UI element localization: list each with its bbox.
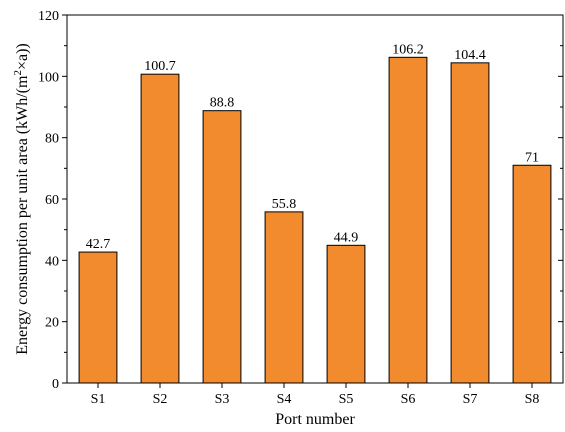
bar-s3 [202,110,242,384]
y-tick-label: 40 [45,254,59,269]
y-axis-title-main: Energy consumption per unit area (kWh/(m [14,75,31,355]
bars-group [78,56,552,384]
x-tick-label: S8 [525,392,540,407]
y-tick-label: 120 [38,9,59,24]
y-axis-title-tail: ×a)) [14,43,31,70]
data-label-s5: 44.9 [334,230,359,245]
x-tick-label: S5 [339,392,354,407]
data-label-s4: 55.8 [272,197,297,212]
x-tick-label: S2 [153,392,168,407]
bar-s8 [512,164,552,384]
x-tick-label: S1 [91,392,106,407]
y-tick-label: 100 [38,70,59,85]
y-tick-label: 20 [45,316,59,331]
bar-s4 [264,211,304,384]
data-labels-group: 42.7 100.7 88.8 55.8 44.9 106.2 104.4 71 [86,42,539,252]
bar-s6 [388,56,428,384]
data-label-s2: 100.7 [144,59,176,74]
data-label-s6: 106.2 [392,42,424,57]
x-tick-label: S3 [215,392,230,407]
data-label-s8: 71 [525,150,539,165]
y-axis-title-superscript: 2 [12,70,24,76]
x-axis-title: Port number [275,411,355,428]
x-tick-label: S6 [401,392,416,407]
data-label-s7: 104.4 [454,48,486,63]
x-axis-ticks: S1 S2 S3 S4 S5 S6 S7 S8 [91,383,540,407]
y-tick-label: 0 [52,377,59,392]
y-axis-title: Energy consumption per unit area (kWh/(m… [12,43,31,354]
data-label-s3: 88.8 [210,96,235,111]
bar-s7 [450,62,490,384]
x-tick-label: S7 [463,392,478,407]
bar-s1 [78,251,118,384]
bar-s5 [326,244,366,384]
y-axis-ticks: 0 20 40 60 80 100 120 [38,9,563,392]
bar-s2 [140,73,180,384]
y-tick-label: 80 [45,132,59,147]
data-label-s1: 42.7 [86,237,111,252]
y-tick-label: 60 [45,193,59,208]
x-tick-label: S4 [277,392,292,407]
